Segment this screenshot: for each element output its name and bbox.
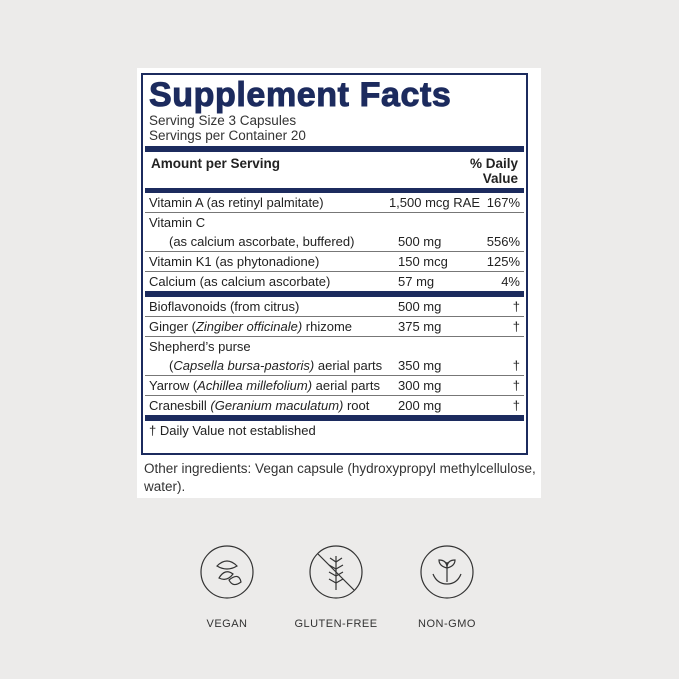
plant-part: rhizome xyxy=(302,319,353,334)
latin-name: Achillea millefolium) xyxy=(197,378,313,393)
table-row: Vitamin K1 (as phytonadione) 150 mcg 125% xyxy=(145,252,524,272)
nutrient-dv: 125% xyxy=(486,254,520,269)
dv-header-line2: Value xyxy=(482,171,518,186)
table-row: Yarrow (Achillea millefolium) aerial par… xyxy=(145,376,524,396)
ingredient-amount: 350 mg xyxy=(398,358,442,373)
badge-label: NON-GMO xyxy=(418,618,476,630)
divider-bar xyxy=(145,146,524,152)
plant-part: aerial parts xyxy=(314,358,383,373)
nutrient-amount: 1,500 mcg RAE xyxy=(388,195,480,210)
ingredient-amount: 200 mg xyxy=(398,398,442,413)
crossed-wheat-icon xyxy=(309,545,363,599)
ingredient-amount: 500 mg xyxy=(398,299,442,314)
ingredient-name: Yarrow (Achillea millefolium) aerial par… xyxy=(149,376,398,395)
ingredient-amount: 300 mg xyxy=(398,378,442,393)
ingredient-dv: † xyxy=(512,378,520,393)
nutrient-dv: 4% xyxy=(501,274,520,289)
table-row: Ginger (Zingiber officinale) rhizome 375 … xyxy=(145,317,524,337)
nutrient-dv: 556% xyxy=(486,234,520,249)
ingredient-amount: 375 mg xyxy=(398,319,442,334)
table-row: Bioflavonoids (from citrus) 500 mg † xyxy=(145,297,524,317)
divider-bar xyxy=(145,415,524,421)
name-text: ( xyxy=(169,358,174,373)
divider-bar xyxy=(145,291,524,297)
serving-size: Serving Size 3 Capsules xyxy=(149,113,297,128)
table-row: Vitamin C xyxy=(145,213,524,232)
nutrient-amount: 500 mg xyxy=(398,234,442,249)
table-row: (as calcium ascorbate, buffered) 500 mg 55… xyxy=(145,232,524,252)
ingredient-name: Shepherd’s purse xyxy=(149,339,251,354)
gluten-free-badge: GLUTEN-FREE xyxy=(281,544,391,630)
other-ingredients: Other ingredients: Vegan capsule (hydrox… xyxy=(144,461,536,494)
name-text: Ginger ( xyxy=(149,319,196,334)
badge-label: VEGAN xyxy=(206,618,248,630)
nutrient-name: Vitamin A (as retinyl palmitate) xyxy=(149,195,324,210)
nutrient-amount: 57 mg xyxy=(398,274,435,289)
badge-label: GLUTEN-FREE xyxy=(294,618,378,630)
table-row: (Capsella bursa-pastoris) aerial parts 35… xyxy=(145,356,524,376)
table-row: Cranesbill (Geranium maculatum) root 200 … xyxy=(145,396,524,415)
supplement-facts-box: Supplement Facts Serving Size 3 Capsules… xyxy=(141,73,528,455)
nutrient-dv: 167% xyxy=(486,195,520,210)
latin-name: Zingiber officinale) xyxy=(195,319,303,334)
amount-header: Amount per Serving xyxy=(151,156,281,171)
ingredient-latin: (Capsella bursa-pastoris) aerial parts xyxy=(149,356,398,375)
name-text: Cranesbill xyxy=(149,398,211,413)
dv-header: % Daily Value xyxy=(470,156,518,186)
table-row: Vitamin A (as retinyl palmitate) 1,500 mc… xyxy=(145,193,524,213)
nutrient-amount: 150 mcg xyxy=(398,254,448,269)
leaves-icon xyxy=(200,545,254,599)
footnote: † Daily Value not established xyxy=(149,423,316,438)
divider-bar xyxy=(145,188,524,193)
ingredient-dv: † xyxy=(512,398,520,413)
dv-header-line1: % Daily xyxy=(469,156,518,171)
ingredient-name: Bioflavonoids (from citrus) xyxy=(149,299,300,314)
table-row: Shepherd’s purse xyxy=(145,337,524,356)
ingredient-name: Cranesbill (Geranium maculatum) root xyxy=(149,396,398,415)
nutrient-name: Calcium (as calcium ascorbate) xyxy=(149,274,331,289)
supplement-facts-panel: Supplement Facts Serving Size 3 Capsules… xyxy=(137,68,541,498)
ingredient-name: Ginger (Zingiber officinale) rhizome xyxy=(149,317,398,336)
table-row: Calcium (as calcium ascorbate) 57 mg 4% xyxy=(145,272,524,291)
table-header: Amount per Serving % Daily Value xyxy=(149,152,520,188)
plant-part: root xyxy=(343,398,370,413)
ingredient-dv: † xyxy=(512,319,520,334)
name-text: Yarrow ( xyxy=(149,378,198,393)
nutrient-name: Vitamin K1 (as phytonadione) xyxy=(149,254,320,269)
nutrient-name: Vitamin C xyxy=(149,215,206,230)
ingredient-dv: † xyxy=(512,358,520,373)
latin-name: (Geranium maculatum) xyxy=(210,398,344,413)
plant-part: aerial parts xyxy=(312,378,380,393)
latin-name: Capsella bursa-pastoris) xyxy=(173,358,315,373)
servings-per-container: Servings per Container 20 xyxy=(149,128,306,143)
vegan-badge: VEGAN xyxy=(172,544,282,630)
ingredient-dv: † xyxy=(512,299,520,314)
nutrient-source: (as calcium ascorbate, buffered) xyxy=(169,234,355,249)
non-gmo-badge: NON-GMO xyxy=(392,544,502,630)
hands-plant-icon xyxy=(420,545,474,599)
facts-title: Supplement Facts xyxy=(149,76,452,114)
